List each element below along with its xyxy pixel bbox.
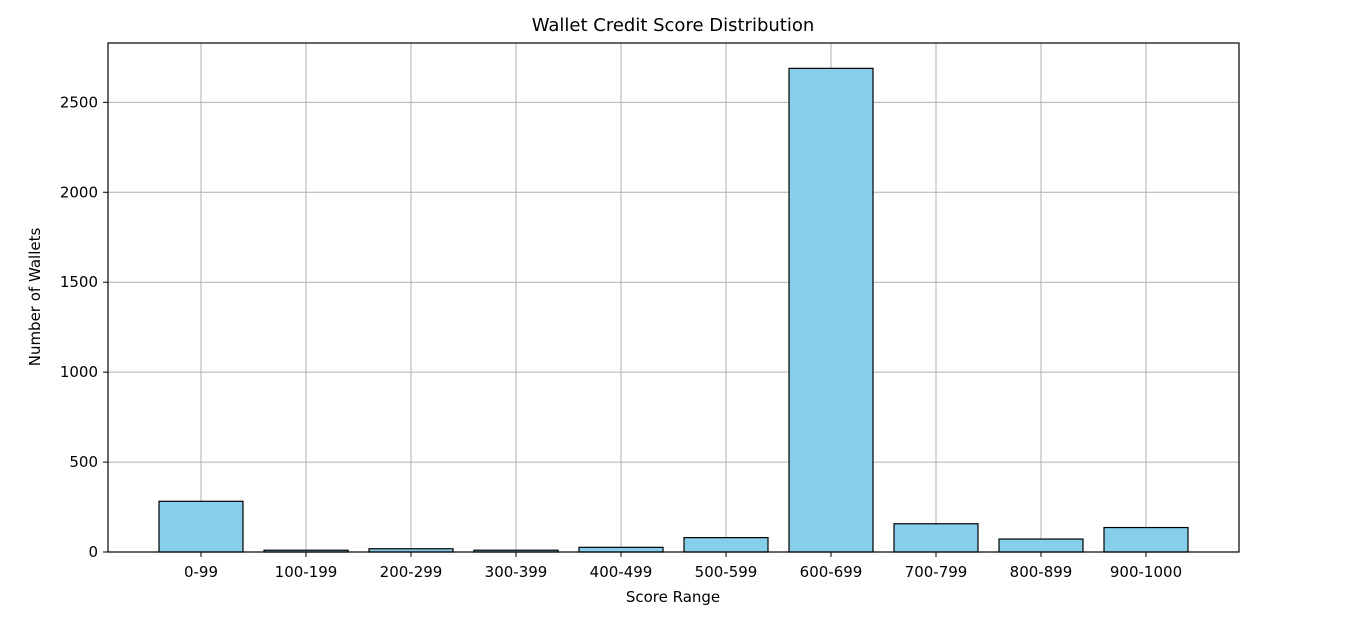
y-tick-label: 1000 bbox=[60, 363, 98, 381]
x-tick-label: 0-99 bbox=[184, 563, 218, 581]
x-tick-label: 400-499 bbox=[590, 563, 653, 581]
x-axis: 0-99 100-199 200-299 300-399 400-499 500-599 6… bbox=[184, 552, 1182, 581]
y-tick-label: 500 bbox=[69, 453, 98, 471]
x-tick-label: 100-199 bbox=[275, 563, 338, 581]
x-tick-label: 700-799 bbox=[905, 563, 968, 581]
grid bbox=[108, 43, 1239, 553]
bar-400-499 bbox=[578, 546, 664, 553]
x-tick-label: 900-1000 bbox=[1110, 563, 1182, 581]
chart-title: Wallet Credit Score Distribution bbox=[532, 15, 815, 36]
bar-0-99 bbox=[158, 500, 244, 553]
x-tick-label: 200-299 bbox=[380, 563, 443, 581]
y-tick-label: 1500 bbox=[60, 273, 98, 291]
y-tick-label: 2000 bbox=[60, 183, 98, 201]
y-axis-label: Number of Wallets bbox=[26, 228, 44, 367]
x-tick-label: 800-899 bbox=[1010, 563, 1073, 581]
bar-900-1000 bbox=[1103, 526, 1189, 553]
bar-800-899 bbox=[998, 538, 1084, 553]
y-tick-label: 0 bbox=[88, 543, 98, 561]
x-tick-label: 300-399 bbox=[485, 563, 548, 581]
x-tick-label: 500-599 bbox=[695, 563, 758, 581]
bar-600-699 bbox=[788, 67, 874, 553]
plot-frame bbox=[107, 42, 1240, 553]
x-axis-label: Score Range bbox=[626, 588, 720, 606]
y-tick-label: 2500 bbox=[60, 93, 98, 111]
bar-700-799 bbox=[893, 523, 979, 553]
y-axis: 0 500 1000 1500 2000 2500 bbox=[60, 93, 108, 561]
x-tick-label: 600-699 bbox=[800, 563, 863, 581]
bars bbox=[158, 67, 1189, 553]
bar-500-599 bbox=[683, 537, 769, 553]
